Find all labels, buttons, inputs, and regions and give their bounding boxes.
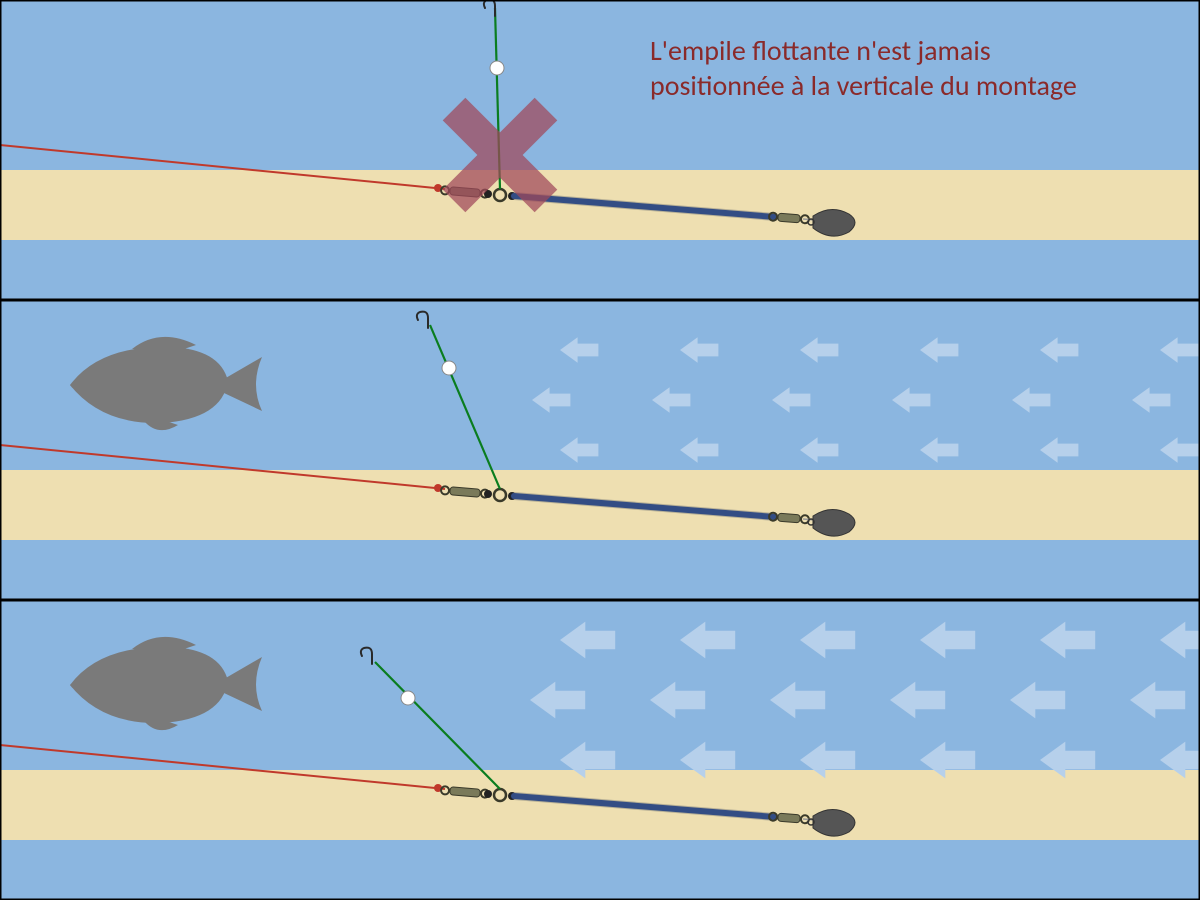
caption-line2: positionnée à la verticale du montage [650, 68, 1077, 103]
diagram-root: L'empile flottante n'est jamaispositionn… [0, 0, 1200, 900]
caption-line1: L'empile flottante n'est jamais [650, 33, 991, 68]
panel-1: L'empile flottante n'est jamaispositionn… [0, 0, 1200, 300]
panel-2 [0, 300, 1200, 600]
panel-3 [0, 600, 1200, 900]
